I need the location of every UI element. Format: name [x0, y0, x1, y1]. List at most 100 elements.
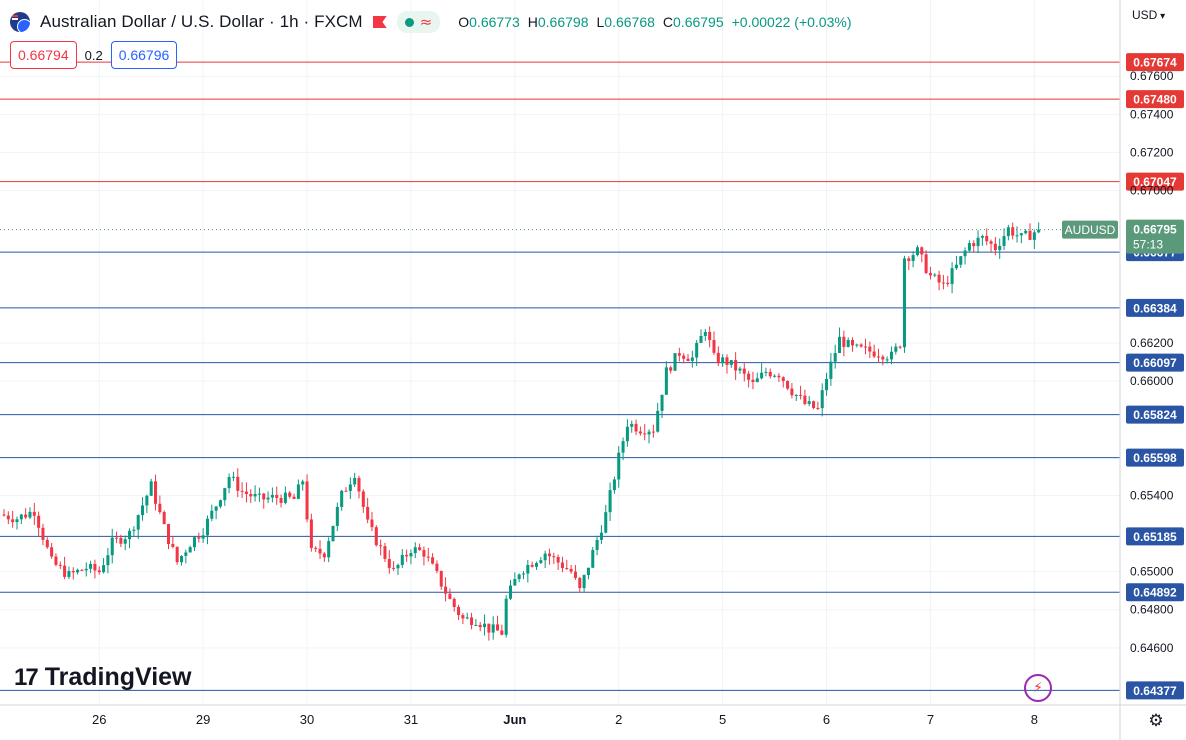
- candle-body: [132, 529, 136, 531]
- candle-body: [634, 423, 638, 432]
- candle-body: [192, 537, 196, 548]
- candle-body: [755, 378, 759, 383]
- support-level-label: 0.64377: [1133, 684, 1177, 698]
- buy-button[interactable]: 0.66796: [110, 41, 178, 69]
- open-label: O: [458, 14, 470, 30]
- candle-body: [54, 556, 58, 565]
- resistance-level-tag: [1126, 53, 1184, 72]
- x-tick-label: 8: [1031, 712, 1038, 727]
- y-tick-label: 0.67200: [1130, 145, 1174, 159]
- candle-body: [353, 477, 357, 485]
- candle-body: [288, 492, 292, 497]
- market-open-dot-icon: [404, 17, 414, 27]
- candle-body: [907, 258, 911, 262]
- candle-body: [734, 360, 738, 371]
- current-price-tag: [1126, 219, 1184, 254]
- candle-body: [855, 344, 859, 346]
- candle-body: [539, 560, 543, 563]
- candle-body: [19, 514, 23, 520]
- candle-body: [664, 367, 668, 395]
- candle-body: [950, 268, 954, 285]
- y-tick-label: 0.65400: [1130, 488, 1174, 502]
- candle-body: [1002, 236, 1006, 246]
- candle-body: [513, 579, 517, 586]
- candle-body: [231, 476, 235, 478]
- candle-body: [496, 624, 500, 631]
- symbol-title[interactable]: Australian Dollar / U.S. Dollar · 1h · F…: [40, 12, 363, 31]
- candle-body: [842, 336, 846, 347]
- candle-body: [80, 569, 84, 571]
- candle-body: [448, 593, 452, 599]
- candle-body: [889, 351, 893, 360]
- candle-body: [266, 497, 270, 500]
- candle-body: [742, 368, 746, 374]
- x-tick-label: Jun: [503, 712, 526, 727]
- candle-body: [253, 494, 257, 497]
- candle-body: [223, 488, 227, 501]
- horizontal-levels: 0.676740.674800.670470.666770.663840.660…: [0, 53, 1184, 700]
- open-value: 0.66773: [469, 14, 520, 30]
- candle-body: [331, 525, 335, 542]
- candle-body: [937, 274, 941, 283]
- candle-body: [682, 355, 686, 359]
- candle-body: [833, 353, 837, 362]
- candle-body: [781, 377, 785, 382]
- candle-body: [521, 573, 526, 575]
- candle-body: [50, 547, 54, 557]
- candle-body: [851, 339, 855, 346]
- candle-body: [309, 519, 313, 548]
- candle-body: [591, 549, 595, 568]
- candle-body: [625, 426, 629, 442]
- candle-body: [643, 433, 647, 435]
- candle-body: [582, 575, 586, 589]
- currency-selector[interactable]: USD: [1132, 8, 1165, 22]
- candle-body: [617, 452, 621, 480]
- flag-marker-icon[interactable]: [372, 16, 387, 28]
- candle-body: [729, 360, 733, 365]
- candle-body: [188, 547, 192, 553]
- gear-icon[interactable]: ⚙: [1148, 711, 1164, 731]
- candle-body: [764, 371, 768, 373]
- candle-body: [348, 484, 352, 491]
- candle-body: [725, 357, 729, 365]
- candle-body: [67, 571, 71, 577]
- candle-body: [825, 378, 829, 391]
- candle-body: [409, 553, 413, 557]
- candle-body: [374, 527, 378, 546]
- candle-body: [595, 539, 599, 550]
- candle-body: [924, 254, 928, 273]
- candle-body: [97, 570, 101, 573]
- x-tick-label: 2: [615, 712, 622, 727]
- candle-body: [218, 500, 222, 507]
- candle-body: [292, 496, 296, 499]
- candle-body: [89, 563, 93, 569]
- candle-body: [738, 368, 742, 371]
- candle-body: [920, 247, 924, 255]
- candle-body: [894, 346, 898, 352]
- candle-body: [444, 586, 448, 594]
- candle-body: [154, 481, 158, 504]
- candle-body: [158, 503, 162, 512]
- lightning-icon[interactable]: ⚡: [1024, 674, 1052, 702]
- market-status-pill[interactable]: ≈: [396, 11, 441, 33]
- ohlc-readout: O0.66773 H0.66798 L0.66768 C0.66795 +0.0…: [458, 14, 851, 30]
- candle-body: [426, 556, 430, 558]
- candle-body: [989, 241, 993, 244]
- x-tick-label: 31: [404, 712, 418, 727]
- y-tick-label: 0.67600: [1130, 69, 1174, 83]
- y-tick-label: 0.66200: [1130, 336, 1174, 350]
- candle-body: [340, 490, 344, 507]
- candle-body: [985, 235, 989, 242]
- candle-body: [275, 494, 279, 498]
- candle-body: [686, 358, 690, 361]
- sell-button[interactable]: 0.66794: [10, 41, 77, 69]
- candle-body: [270, 494, 274, 498]
- candle-body: [578, 577, 582, 589]
- candle-body: [703, 331, 707, 336]
- candle-body: [63, 565, 67, 577]
- candle-body: [6, 515, 10, 520]
- candle-body: [435, 563, 439, 571]
- candle-body: [556, 556, 560, 563]
